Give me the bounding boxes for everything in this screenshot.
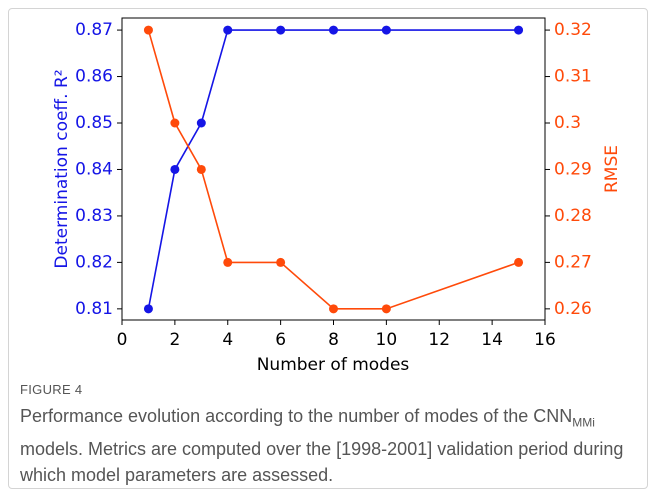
series-point (381, 25, 391, 35)
series-point (143, 25, 153, 35)
x-tick-label: 14 (481, 330, 503, 350)
y-tick-label: 0.87 (75, 20, 113, 40)
y-tick-label: 0.83 (75, 206, 113, 226)
y-tick-label: 0.81 (75, 299, 113, 319)
series-point (143, 304, 153, 314)
x-tick-label: 0 (117, 330, 128, 350)
y-tick-label: 0.85 (75, 113, 113, 133)
x-axis-label: Number of modes (257, 355, 410, 375)
series-point (170, 164, 180, 174)
y2-axis-label: RMSE (602, 145, 622, 193)
series-point (329, 304, 338, 314)
y2-tick-label: 0.28 (554, 206, 592, 226)
y-tick-label: 0.82 (75, 252, 113, 272)
y-tick-label: 0.86 (75, 67, 113, 87)
x-tick-label: 2 (169, 330, 180, 350)
caption-label: FIGURE 4 (20, 382, 83, 397)
chart: Number of modes 0 2 4 6 8 10 12 14 16 0.81 0.82 0.8… (52, 17, 622, 375)
y2-tick-label: 0.26 (554, 299, 592, 319)
series-point (170, 118, 180, 128)
series-point (381, 304, 391, 314)
y-axis-label: Determination coeff. R² (52, 69, 72, 268)
figure-frame (8, 8, 648, 489)
x-tick-label: 6 (275, 330, 286, 350)
x-tick-label: 8 (328, 330, 339, 350)
y-tick-label: 0.84 (75, 159, 113, 179)
y2-tick-label: 0.27 (554, 252, 592, 272)
series-line (147, 29, 519, 310)
caption: FIGURE 4 Performance evolution according… (20, 382, 636, 488)
y2-tick-label: 0.32 (554, 20, 592, 40)
series-point (276, 25, 286, 35)
x-tick-label: 16 (534, 330, 556, 350)
series-point (223, 257, 233, 267)
series-point (329, 25, 338, 35)
caption-text-before: Performance evolution according to the n… (20, 406, 534, 426)
series-point (276, 257, 286, 267)
series-point (514, 257, 524, 267)
series-line (147, 29, 519, 309)
series-point (196, 164, 206, 174)
x-tick-label: 12 (428, 330, 450, 350)
y2-tick-label: 0.3 (554, 113, 581, 133)
caption-model: CNN (533, 406, 573, 426)
y2-tick-label: 0.31 (554, 67, 592, 87)
series-point (196, 118, 206, 128)
caption-text: Performance evolution according to the n… (20, 403, 636, 488)
x-tick-label: 4 (222, 330, 233, 350)
caption-model-subscript: MMi (572, 415, 595, 430)
series-point (514, 25, 524, 35)
caption-text-after: models. Metrics are computed over the [1… (20, 438, 624, 485)
y2-tick-label: 0.29 (554, 159, 592, 179)
x-tick-label: 10 (376, 330, 398, 350)
series-point (223, 25, 233, 35)
